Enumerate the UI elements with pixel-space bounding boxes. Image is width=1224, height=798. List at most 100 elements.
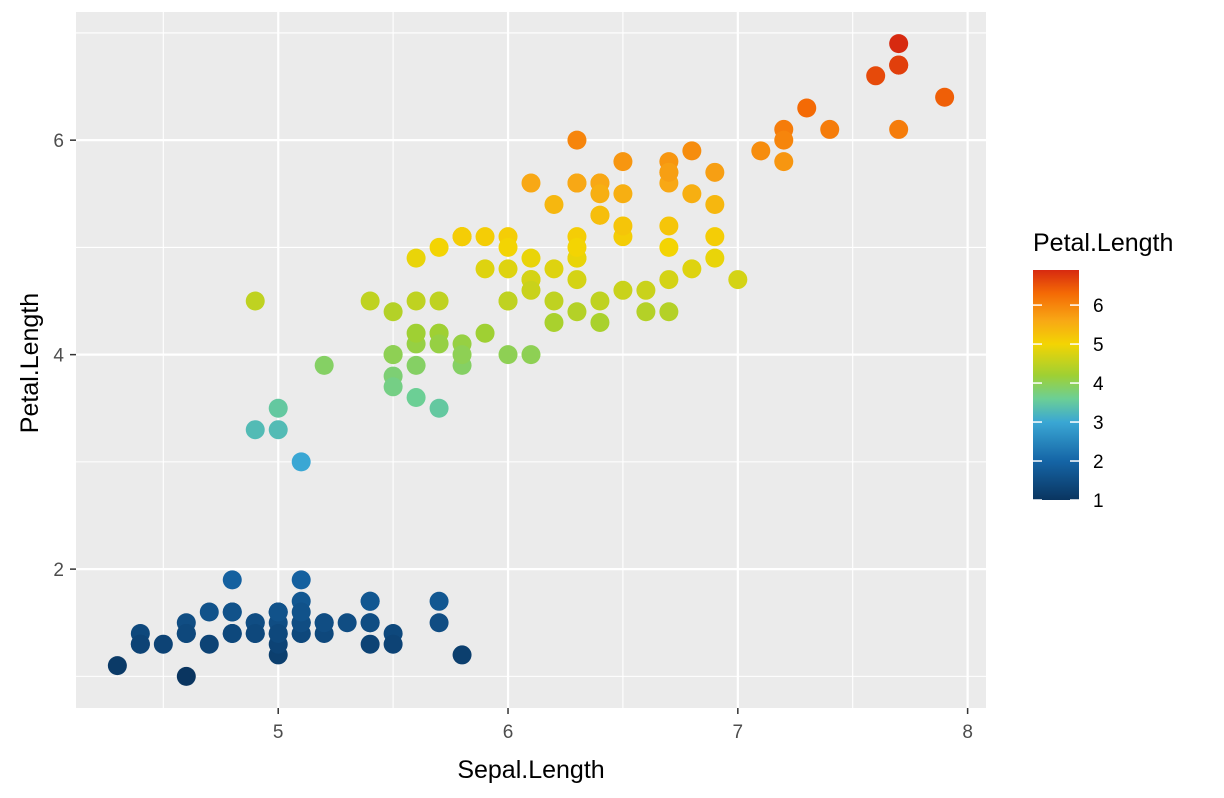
data-point bbox=[659, 302, 679, 322]
data-point bbox=[544, 291, 564, 311]
data-point bbox=[682, 259, 702, 279]
data-point bbox=[383, 302, 403, 322]
data-point bbox=[498, 237, 518, 257]
data-point bbox=[659, 216, 679, 236]
data-point bbox=[590, 205, 610, 225]
data-point bbox=[889, 55, 909, 75]
data-point bbox=[268, 602, 288, 622]
data-point bbox=[406, 355, 426, 375]
data-point bbox=[544, 259, 564, 279]
data-point bbox=[613, 280, 633, 300]
data-point bbox=[429, 237, 449, 257]
data-point bbox=[797, 98, 817, 118]
data-point bbox=[314, 613, 334, 633]
data-point bbox=[728, 270, 748, 290]
data-point bbox=[360, 591, 380, 611]
data-point bbox=[567, 237, 587, 257]
data-point bbox=[406, 388, 426, 408]
legend-tick-label: 5 bbox=[1093, 335, 1104, 356]
data-point bbox=[475, 323, 495, 343]
data-point bbox=[567, 173, 587, 193]
data-point bbox=[498, 291, 518, 311]
data-point bbox=[153, 634, 173, 654]
grid-lines bbox=[76, 12, 986, 708]
color-legend: Petal.Length 1 2 3 4 5 6 bbox=[1033, 229, 1173, 512]
data-point bbox=[705, 248, 725, 268]
data-point bbox=[751, 141, 771, 161]
data-points bbox=[107, 34, 955, 686]
data-point bbox=[774, 130, 794, 150]
legend-tick-label: 4 bbox=[1093, 374, 1104, 395]
data-point bbox=[521, 248, 541, 268]
y-axis-title: Petal.Length bbox=[16, 293, 44, 433]
data-point bbox=[544, 194, 564, 214]
data-point bbox=[705, 194, 725, 214]
x-axis-title: Sepal.Length bbox=[457, 756, 604, 784]
x-tick-label: 8 bbox=[962, 722, 973, 743]
data-point bbox=[774, 152, 794, 172]
data-point bbox=[498, 259, 518, 279]
data-point bbox=[268, 623, 288, 643]
data-point bbox=[521, 280, 541, 300]
data-point bbox=[475, 227, 495, 247]
data-point bbox=[222, 602, 242, 622]
x-tick-label: 5 bbox=[273, 722, 284, 743]
data-point bbox=[429, 591, 449, 611]
data-point bbox=[659, 270, 679, 290]
legend-title: Petal.Length bbox=[1033, 229, 1173, 257]
data-point bbox=[567, 270, 587, 290]
data-point bbox=[659, 162, 679, 182]
data-point bbox=[613, 184, 633, 204]
legend-tick-label: 2 bbox=[1093, 452, 1104, 473]
data-point bbox=[199, 634, 219, 654]
data-point bbox=[613, 152, 633, 172]
data-point bbox=[935, 87, 955, 107]
data-point bbox=[222, 570, 242, 590]
data-point bbox=[268, 420, 288, 440]
data-point bbox=[866, 66, 886, 86]
data-point bbox=[521, 345, 541, 365]
data-point bbox=[567, 302, 587, 322]
data-point bbox=[107, 656, 127, 676]
data-point bbox=[268, 398, 288, 418]
y-tick-label: 6 bbox=[53, 131, 64, 152]
legend-tick-label: 3 bbox=[1093, 413, 1104, 434]
data-point bbox=[636, 302, 656, 322]
data-point bbox=[245, 420, 265, 440]
data-point bbox=[452, 227, 472, 247]
y-tick-label: 2 bbox=[53, 560, 64, 581]
data-point bbox=[682, 184, 702, 204]
data-point bbox=[429, 398, 449, 418]
legend-ticks: 1 2 3 4 5 6 bbox=[1033, 296, 1104, 512]
data-point bbox=[360, 613, 380, 633]
data-point bbox=[567, 130, 587, 150]
data-point bbox=[475, 259, 495, 279]
data-point bbox=[889, 119, 909, 139]
data-point bbox=[314, 355, 334, 375]
data-point bbox=[222, 623, 242, 643]
data-point bbox=[659, 237, 679, 257]
data-point bbox=[406, 248, 426, 268]
data-point bbox=[452, 345, 472, 365]
data-point bbox=[452, 645, 472, 665]
data-point bbox=[889, 34, 909, 54]
data-point bbox=[406, 291, 426, 311]
y-tick-label: 4 bbox=[53, 346, 64, 367]
data-point bbox=[199, 602, 219, 622]
data-point bbox=[176, 666, 196, 686]
data-point bbox=[705, 227, 725, 247]
data-point bbox=[406, 323, 426, 343]
data-point bbox=[337, 613, 357, 633]
legend-tick-label: 6 bbox=[1093, 296, 1104, 317]
data-point bbox=[291, 602, 311, 622]
data-point bbox=[130, 634, 150, 654]
x-tick-label: 7 bbox=[733, 722, 744, 743]
data-point bbox=[498, 345, 518, 365]
x-axis-ticks: 5 6 7 8 bbox=[273, 708, 973, 743]
data-point bbox=[682, 141, 702, 161]
data-point bbox=[820, 119, 840, 139]
data-point bbox=[291, 570, 311, 590]
data-point bbox=[176, 623, 196, 643]
data-point bbox=[360, 634, 380, 654]
